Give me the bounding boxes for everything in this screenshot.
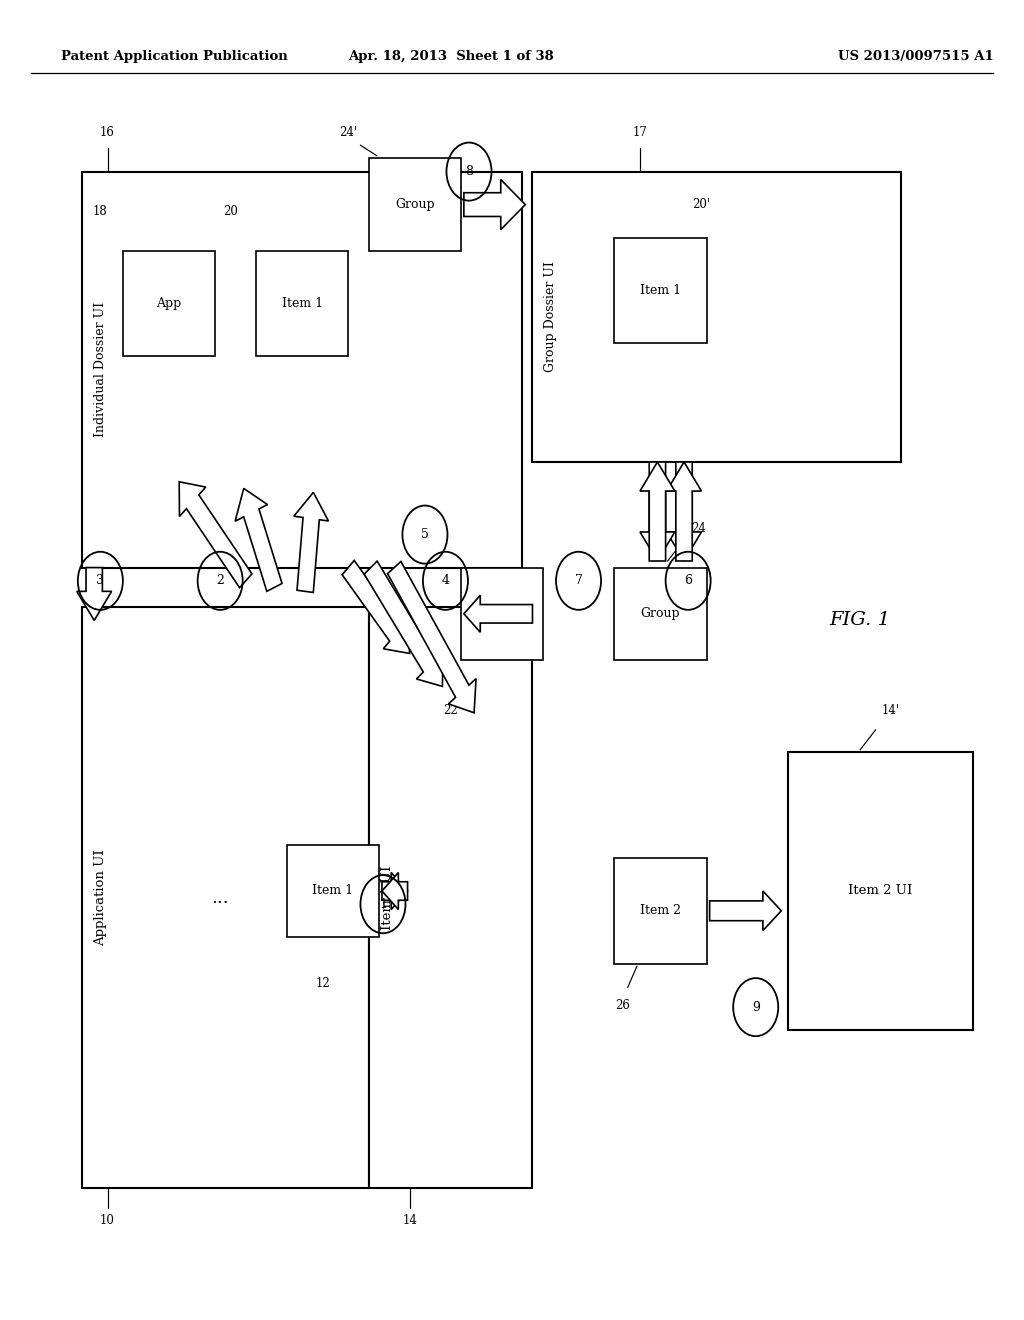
Text: Item 1: Item 1 — [640, 284, 681, 297]
Text: ...: ... — [211, 888, 229, 907]
Text: Item 2 UI: Item 2 UI — [849, 884, 912, 898]
Text: 5: 5 — [421, 528, 429, 541]
FancyArrow shape — [387, 561, 476, 713]
Text: 12: 12 — [315, 977, 330, 990]
Bar — [246, 660, 279, 1135]
Bar — [532, 172, 901, 462]
Bar — [187, 660, 220, 1135]
Text: 26: 26 — [615, 999, 630, 1012]
Text: 16: 16 — [100, 125, 115, 139]
Text: 2: 2 — [216, 574, 224, 587]
FancyArrow shape — [667, 462, 701, 561]
Text: 20: 20 — [223, 205, 238, 218]
FancyArrow shape — [464, 595, 532, 632]
Text: US 2013/0097515 A1: US 2013/0097515 A1 — [838, 50, 993, 63]
Text: 7: 7 — [574, 574, 583, 587]
Text: Item 1: Item 1 — [312, 884, 353, 898]
Bar — [614, 238, 707, 343]
Text: Item 1: Item 1 — [282, 297, 323, 310]
FancyArrow shape — [640, 462, 675, 561]
Text: 6: 6 — [684, 574, 692, 587]
Text: 1: 1 — [379, 898, 387, 911]
FancyArrow shape — [179, 482, 252, 587]
Text: Patent Application Publication: Patent Application Publication — [61, 50, 288, 63]
Bar — [614, 858, 707, 964]
Bar — [82, 607, 369, 1188]
Text: 10: 10 — [100, 1214, 115, 1228]
Text: Apr. 18, 2013  Sheet 1 of 38: Apr. 18, 2013 Sheet 1 of 38 — [348, 50, 553, 63]
Text: 14: 14 — [402, 1214, 417, 1228]
Text: Application UI: Application UI — [94, 849, 106, 946]
Bar — [614, 568, 707, 660]
FancyArrow shape — [382, 873, 408, 909]
Text: 9: 9 — [752, 1001, 760, 1014]
FancyArrow shape — [382, 873, 408, 909]
Bar — [788, 752, 973, 1030]
FancyArrow shape — [342, 561, 410, 653]
FancyArrow shape — [710, 891, 781, 931]
Text: Item 1 UI: Item 1 UI — [381, 866, 393, 929]
Bar — [369, 607, 532, 1188]
Bar — [82, 172, 522, 568]
Text: Item 2: Item 2 — [640, 904, 681, 917]
Bar — [287, 845, 379, 937]
Text: 24: 24 — [691, 521, 706, 535]
Bar — [461, 568, 543, 660]
Bar — [143, 660, 176, 1135]
Text: 24': 24' — [339, 125, 357, 139]
Text: 4: 4 — [441, 574, 450, 587]
Bar — [369, 158, 461, 251]
Text: 22: 22 — [443, 704, 458, 717]
Text: FIG. 1: FIG. 1 — [829, 611, 891, 630]
FancyArrow shape — [640, 462, 675, 561]
Text: 8: 8 — [465, 165, 473, 178]
Text: 14': 14' — [882, 704, 900, 717]
Text: Individual Dossier UI: Individual Dossier UI — [94, 302, 106, 437]
FancyArrow shape — [365, 561, 443, 686]
Text: 18: 18 — [93, 205, 108, 218]
FancyArrow shape — [464, 180, 525, 230]
Bar — [256, 251, 348, 356]
Text: 3: 3 — [96, 574, 104, 587]
Text: Group: Group — [641, 607, 680, 620]
Text: Group: Group — [395, 198, 434, 211]
Text: App: App — [157, 297, 181, 310]
FancyArrow shape — [236, 488, 282, 591]
FancyArrow shape — [667, 462, 701, 561]
FancyArrow shape — [294, 492, 329, 593]
Text: Doss: Doss — [486, 607, 517, 620]
FancyArrow shape — [77, 568, 112, 620]
Text: 20': 20' — [692, 198, 711, 211]
Text: Group Dossier UI: Group Dossier UI — [545, 261, 557, 372]
Bar — [123, 251, 215, 356]
Text: 17: 17 — [633, 125, 647, 139]
